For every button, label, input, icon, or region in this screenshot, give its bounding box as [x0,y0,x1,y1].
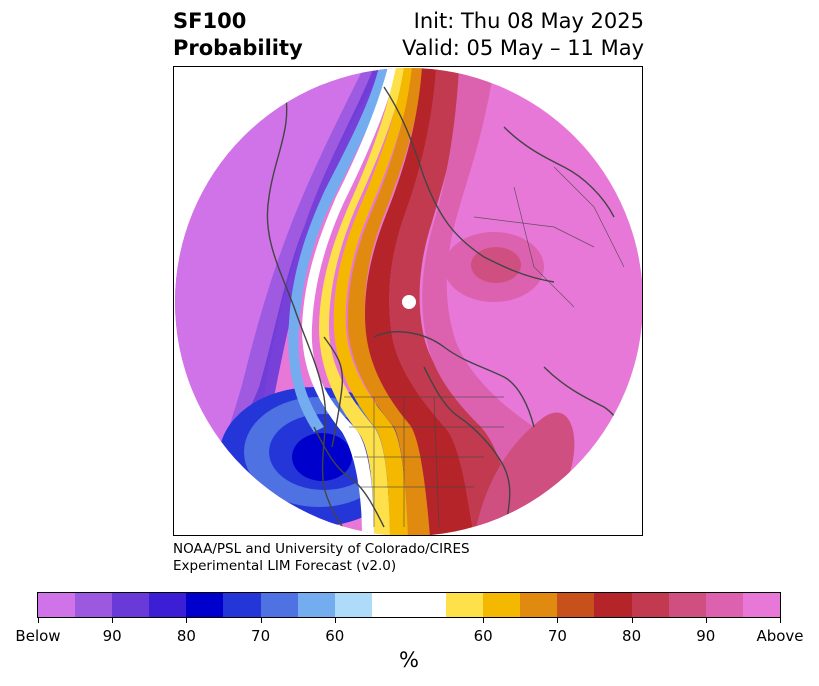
colorbar-segment [149,593,187,617]
colorbar-tick-label: 60 [473,627,493,645]
borders [344,166,625,528]
map-title: SF100 Probability [173,8,303,62]
colorbar-segment [557,593,595,617]
colorbar-segment [371,593,447,617]
colorbar-segment [75,593,113,617]
colorbar-unit: % [399,648,419,672]
colorbar-tick-label: Above [756,627,804,645]
band-80-above [347,68,430,535]
colorbar-tick-label: 80 [176,627,196,645]
colorbar-tick-label: Below [15,627,61,645]
pole-hole [402,295,416,309]
colorbar-segment [260,593,298,617]
init-date: Init: Thu 08 May 2025 [413,9,644,33]
blue-lobe-core [292,433,352,481]
colorbar-segment [223,593,261,617]
neutral-band [302,68,398,535]
colorbar-tick-label: 80 [622,627,642,645]
below-field [175,68,384,535]
colorbar-segment [705,593,743,617]
colorbar-segment [38,593,76,617]
colorbar-segment [483,593,521,617]
colorbar-segment [668,593,706,617]
colorbar-segment [446,593,484,617]
colorbar [37,592,781,618]
colorbar-tick [186,618,188,623]
colorbar-tick [705,618,707,623]
title-line2: Probability [173,36,303,60]
colorbar-segment [520,593,558,617]
band-80-below [184,68,389,535]
colorbar-tick [631,618,633,623]
colorbar-tick [334,618,336,623]
band-60-below [288,68,392,432]
colorbar-segment [594,593,632,617]
colorbar-tick [38,618,39,623]
colorbar-segment [112,593,150,617]
colorbar-tick [260,618,262,623]
colorbar-tick-label: 90 [696,627,716,645]
colorbar-segment [297,593,335,617]
colorbar-segment [631,593,669,617]
colorbar-segment [742,593,780,617]
colorbar-segment [334,593,372,617]
colorbar-tick-label: 70 [251,627,271,645]
credit-line1: NOAA/PSL and University of Colorado/CIRE… [173,541,470,557]
credit-line2: Experimental LIM Forecast (v2.0) [173,558,397,574]
band-90-above [364,68,474,535]
colorbar-segment [186,593,224,617]
polar-map-svg [175,68,642,535]
colorbar-tick [780,618,781,623]
colorbar-tick-label: 60 [325,627,345,645]
credit-text: NOAA/PSL and University of Colorado/CIRE… [173,541,470,575]
colorbar-tick [557,618,559,623]
colorbar-tick [112,618,114,623]
forecast-dates: Init: Thu 08 May 2025 Valid: 05 May – 11… [402,8,644,62]
title-line1: SF100 [173,9,247,33]
colorbar-tick [483,618,485,623]
band-above-wash [422,68,534,535]
colorbar-tick-label: 90 [102,627,122,645]
colorbar-tick-label: 70 [547,627,567,645]
valid-dates: Valid: 05 May – 11 May [402,36,644,60]
band-above-edge [389,68,524,535]
forecast-map [173,66,643,536]
